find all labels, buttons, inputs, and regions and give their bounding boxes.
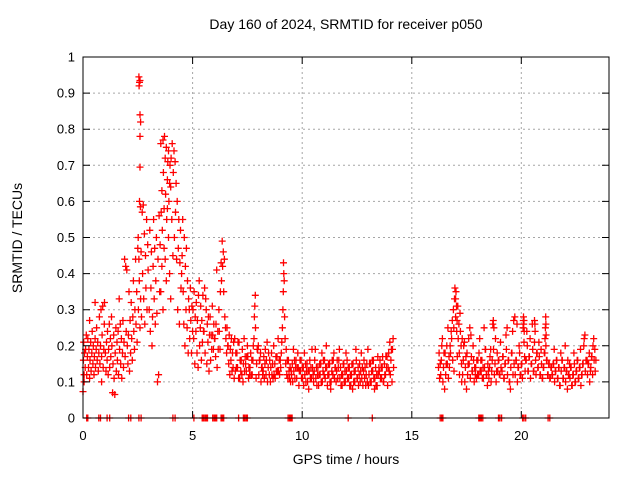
axis-ticks bbox=[82, 56, 609, 419]
y-tick-label: 0.2 bbox=[57, 338, 75, 353]
x-tick-label: 5 bbox=[189, 428, 196, 443]
x-tick-label: 0 bbox=[79, 428, 86, 443]
chart-title: Day 160 of 2024, SRMTID for receiver p05… bbox=[209, 16, 482, 32]
x-tick-label: 20 bbox=[514, 428, 528, 443]
x-tick-label: 15 bbox=[405, 428, 419, 443]
y-tick-label: 0.1 bbox=[57, 374, 75, 389]
y-tick-label: 0.6 bbox=[57, 194, 75, 209]
y-tick-label: 0.5 bbox=[57, 230, 75, 245]
gridlines bbox=[83, 57, 609, 418]
y-tick-label: 0.7 bbox=[57, 158, 75, 173]
y-tick-label: 0.8 bbox=[57, 122, 75, 137]
y-tick-label: 0.3 bbox=[57, 302, 75, 317]
x-axis-label: GPS time / hours bbox=[293, 451, 400, 467]
y-tick-label: 0.9 bbox=[57, 86, 75, 101]
tick-labels: 0 5 10 15 20 0 0.1 0.2 0.3 0.4 0.5 0.6 0.7 0.8 0.9 1 bbox=[57, 50, 529, 444]
y-tick-label: 1 bbox=[68, 50, 75, 65]
x-tick-label: 10 bbox=[295, 428, 309, 443]
y-axis-label: SRMTID / TECUs bbox=[9, 183, 25, 293]
y-tick-label: 0.4 bbox=[57, 266, 75, 281]
y-tick-label: 0 bbox=[68, 411, 75, 426]
